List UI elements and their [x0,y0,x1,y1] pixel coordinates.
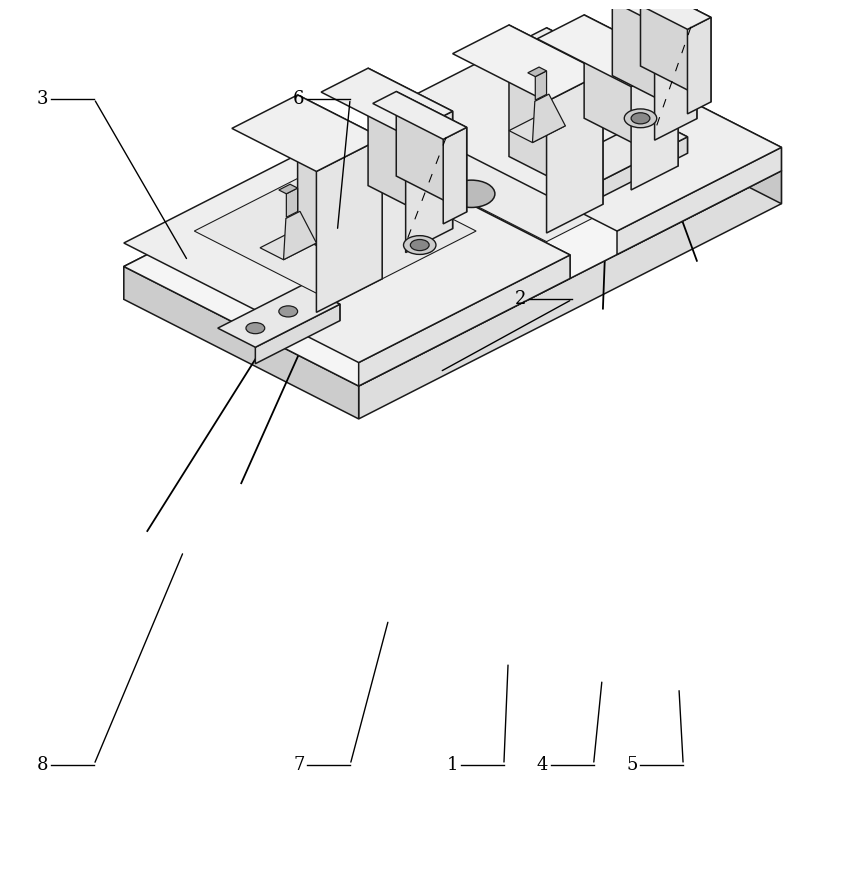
Ellipse shape [447,181,495,208]
Polygon shape [334,135,570,278]
Text: 4: 4 [536,756,548,773]
Text: 1: 1 [446,756,458,773]
Polygon shape [508,114,565,142]
Polygon shape [452,25,602,101]
Polygon shape [321,68,452,135]
Ellipse shape [630,112,649,124]
Polygon shape [443,127,466,224]
Polygon shape [382,74,710,242]
Polygon shape [616,147,780,255]
Polygon shape [616,0,710,30]
Ellipse shape [278,306,298,317]
Polygon shape [124,135,570,363]
Polygon shape [124,267,358,419]
Polygon shape [546,51,780,204]
Polygon shape [231,95,382,172]
Polygon shape [283,211,316,260]
Polygon shape [570,0,696,23]
Text: 6: 6 [293,90,305,107]
Polygon shape [612,0,696,119]
Polygon shape [358,171,780,419]
Polygon shape [649,118,687,153]
Text: 3: 3 [37,90,49,107]
Polygon shape [302,126,635,295]
Polygon shape [537,15,677,86]
Polygon shape [687,17,710,114]
Ellipse shape [403,235,436,255]
Text: 8: 8 [37,756,49,773]
Polygon shape [278,184,298,194]
Text: 7: 7 [293,756,305,773]
Text: 2: 2 [514,290,526,309]
Polygon shape [368,68,452,228]
Polygon shape [259,231,316,260]
Polygon shape [405,112,452,253]
Ellipse shape [246,323,264,334]
Polygon shape [535,71,546,100]
Text: 5: 5 [625,756,637,773]
Polygon shape [218,285,339,347]
Polygon shape [565,118,687,180]
Polygon shape [194,160,476,303]
Polygon shape [532,94,565,142]
Polygon shape [602,137,687,196]
Ellipse shape [410,240,429,250]
Polygon shape [381,28,780,231]
Polygon shape [316,138,382,312]
Ellipse shape [624,109,656,127]
Polygon shape [302,285,339,321]
Polygon shape [583,15,677,166]
Polygon shape [124,51,780,386]
Polygon shape [654,1,696,140]
Polygon shape [527,67,546,77]
Polygon shape [508,25,602,204]
Polygon shape [358,255,570,386]
Polygon shape [640,0,710,102]
Polygon shape [396,92,466,212]
Polygon shape [298,95,382,279]
Polygon shape [124,51,546,299]
Polygon shape [630,63,677,190]
Polygon shape [321,134,635,311]
Polygon shape [255,304,339,364]
Polygon shape [546,72,602,233]
Polygon shape [286,188,298,217]
Polygon shape [373,92,466,140]
Polygon shape [546,28,780,171]
